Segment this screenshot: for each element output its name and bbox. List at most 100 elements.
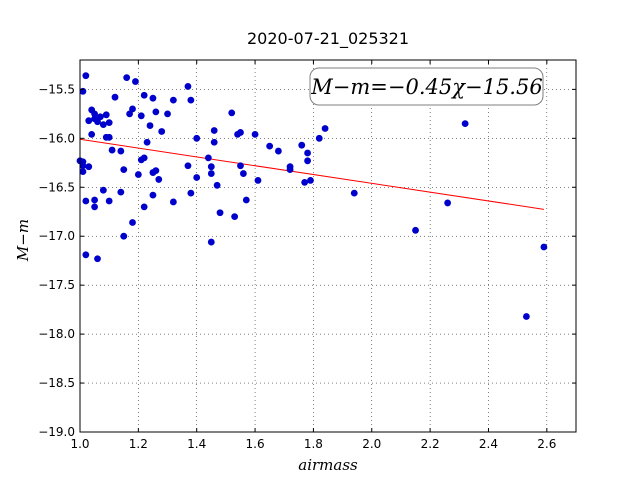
data-point: [193, 134, 201, 142]
data-point: [251, 131, 259, 138]
y-tick-label: −16.0: [38, 131, 75, 145]
data-point: [102, 111, 110, 119]
data-point: [97, 113, 104, 121]
data-point: [149, 191, 157, 199]
data-point: [301, 178, 309, 186]
plot-area: [80, 60, 576, 432]
data-point: [275, 147, 282, 155]
data-point: [412, 226, 419, 234]
data-point: [99, 186, 107, 194]
data-point: [152, 167, 160, 175]
data-point: [105, 119, 113, 127]
y-tick-label: −16.5: [38, 180, 75, 194]
data-point: [91, 203, 98, 211]
data-point: [169, 198, 177, 206]
data-point: [129, 219, 136, 226]
data-point: [350, 189, 358, 197]
data-point: [540, 243, 548, 251]
data-point: [91, 110, 98, 118]
data-point: [307, 177, 314, 184]
y-tick-label: −17.5: [38, 278, 75, 292]
data-point: [266, 142, 274, 150]
data-point: [187, 96, 195, 104]
data-point: [91, 196, 98, 204]
data-point: [210, 127, 218, 134]
data-point: [242, 196, 250, 204]
y-tick-label: −19.0: [38, 425, 75, 439]
data-point: [239, 170, 247, 177]
data-point: [82, 72, 90, 80]
x-tick-label: 1.4: [187, 437, 206, 451]
data-point: [79, 168, 87, 176]
data-point: [137, 112, 145, 120]
data-point: [143, 138, 151, 146]
x-tick-label: 1.0: [70, 437, 89, 451]
data-point: [108, 146, 116, 154]
data-point: [111, 93, 119, 101]
data-point: [213, 181, 221, 189]
data-point: [155, 176, 163, 183]
fit-line: [79, 138, 544, 210]
data-point: [254, 177, 262, 184]
data-point: [79, 158, 87, 166]
data-point: [321, 125, 329, 132]
data-point: [216, 209, 224, 217]
data-point: [207, 170, 215, 177]
data-point: [82, 251, 90, 259]
y-tick-label: −18.0: [38, 327, 75, 341]
x-axis-label: airmass: [298, 456, 358, 474]
data-point: [82, 197, 90, 205]
data-point: [146, 122, 154, 129]
data-point: [187, 189, 195, 197]
data-point: [184, 83, 192, 90]
data-point: [237, 129, 244, 136]
data-point: [134, 171, 142, 178]
data-point: [298, 141, 306, 149]
x-tick-label: 2.6: [537, 437, 556, 451]
data-point: [461, 120, 469, 128]
x-tick-label: 2.2: [421, 437, 440, 451]
y-tick-label: −18.5: [38, 376, 75, 390]
equation-frame: [309, 67, 544, 106]
data-point: [85, 117, 93, 125]
data-point: [184, 162, 192, 170]
chart-title: 2020-07-21_025321: [247, 29, 409, 49]
data-point: [117, 188, 125, 196]
data-point: [117, 147, 125, 155]
equation-text: M−m=−0.45χ−15.56: [310, 75, 542, 99]
data-point: [132, 78, 139, 85]
data-point: [94, 255, 101, 263]
data-point: [207, 163, 215, 171]
data-point: [286, 163, 294, 171]
data-point: [523, 313, 530, 320]
data-point: [164, 110, 171, 118]
y-tick-label: −17.0: [38, 229, 75, 243]
data-point: [140, 203, 148, 211]
data-point: [231, 213, 239, 221]
data-point: [237, 162, 244, 170]
fit-layer: [79, 138, 544, 210]
data-point: [120, 232, 128, 240]
data-point: [304, 149, 311, 157]
x-tick-label: 2.4: [479, 437, 498, 451]
data-point: [88, 131, 96, 138]
equation-box: M−m=−0.45χ−15.56: [309, 67, 544, 106]
data-point: [149, 94, 157, 102]
data-point: [193, 174, 201, 181]
x-tick-label: 2.0: [362, 437, 381, 451]
data-point: [444, 199, 452, 207]
plot-frame: [79, 59, 577, 433]
y-tick-label: −15.5: [38, 82, 75, 96]
data-point: [129, 105, 136, 113]
data-point: [207, 238, 215, 246]
ticks: 1.0 1.2 1.4 1.6 1.8 2.0 2.2 2.4 2.6 −19.0 −18.5 −18…: [38, 60, 576, 451]
x-tick-label: 1.2: [129, 437, 148, 451]
data-point: [123, 74, 131, 82]
data-point: [94, 118, 101, 126]
data-point: [204, 154, 212, 162]
data-point: [304, 157, 311, 165]
data-point: [228, 109, 236, 117]
points-layer: [76, 72, 548, 320]
data-point: [158, 128, 166, 135]
